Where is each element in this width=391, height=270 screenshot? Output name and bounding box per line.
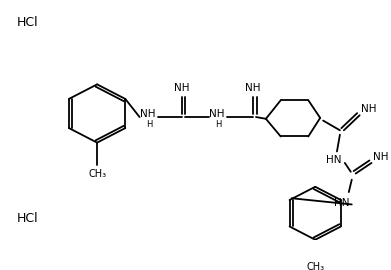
Text: CH₃: CH₃ xyxy=(88,168,106,178)
Text: NH: NH xyxy=(140,109,155,119)
Text: HN: HN xyxy=(326,155,342,165)
Text: NH: NH xyxy=(209,109,224,119)
Text: HCl: HCl xyxy=(17,212,38,225)
Text: HCl: HCl xyxy=(17,16,38,29)
Text: H: H xyxy=(215,120,222,129)
Text: H: H xyxy=(146,120,152,129)
Text: CH₃: CH₃ xyxy=(306,262,324,270)
Text: NH: NH xyxy=(361,104,376,114)
Text: HN: HN xyxy=(334,198,350,208)
Text: NH: NH xyxy=(245,83,261,93)
Text: NH: NH xyxy=(174,83,190,93)
Text: NH: NH xyxy=(373,152,388,162)
